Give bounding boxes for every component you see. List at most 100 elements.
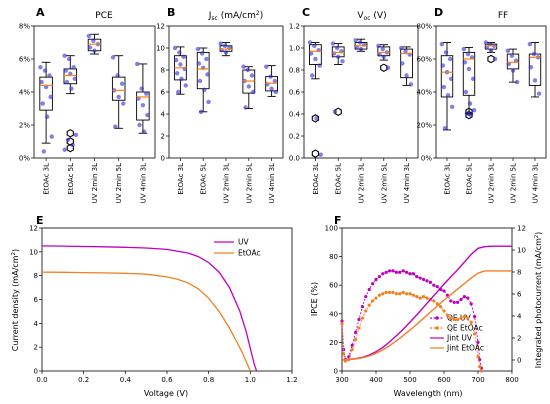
series-line-uv [41,245,258,372]
series-marker [466,316,470,320]
x-tick-label: 0.2 [78,376,89,384]
data-point [439,41,445,47]
data-point [172,45,178,51]
data-point [467,101,473,106]
data-point [72,76,78,82]
data-point [312,43,317,48]
x-tick-label: 1.2 [286,376,297,384]
x-tick-label: UV 2min 3L [488,163,496,203]
data-point [137,122,142,128]
legend-marker [435,326,439,330]
x-tick-label: UV 4min 3L [139,163,147,203]
y-tick-label: 10 [29,248,38,256]
data-point [377,52,382,57]
series-marker [449,299,453,303]
series-marker [452,300,456,304]
data-point [463,89,469,95]
x-tick-label: 800 [505,376,518,384]
panel-e: 0.0 0.2 0.4 0.6 0.8 1.0 1.2 0 2 4 6 8 10 12 UV EtOAc [29,225,297,385]
data-point [269,86,274,91]
f-ylabel: IPCE (%) [310,282,319,316]
data-point [318,152,323,157]
series-marker [473,332,477,336]
series-marker [459,316,463,320]
data-point [307,40,313,45]
x-tick-label: 500 [403,376,416,384]
data-point [145,112,150,118]
series-marker [391,290,395,294]
x-tick-label: UV 4min 3L [532,163,540,203]
y2-tick-label: 2 [517,335,521,343]
series-marker [391,269,395,273]
series-marker [456,317,460,322]
data-point [505,48,511,53]
legend-marker [435,316,439,320]
data-point [330,41,336,46]
series-marker [452,317,456,322]
y-tick-label: 8% [19,23,30,31]
panel-letter-d: D [434,6,443,19]
f-y2label: Integrated photocurrent (mA/cm2) [534,232,543,369]
data-point [64,79,70,85]
y-tick-label: 1.0 [289,45,300,53]
series-marker [462,315,466,319]
data-point [245,67,250,73]
x-tick-label: EtOAc 3L [43,163,51,195]
y-tick-label: 2% [19,122,30,130]
data-point [205,72,210,77]
panel-c: 0.0 0.2 0.4 0.6 0.8 1.0 1.2 EtOAc 3L EtOAc 5L UV … [289,23,419,203]
data-point [41,149,47,154]
data-point [73,132,79,138]
plots-layer: 0% 2% 4% 6% 8% EtOAc 3L EtOAc 5L UV 2min 3L UV 2… [19,23,547,385]
y2-tick-label: 10 [517,247,526,255]
y-tick-label: 80% [416,23,432,31]
panel-f: 300 400 500 600 700 800 0 20 40 60 80 100 0 2 4 6 8 10 12 Q… [325,225,526,385]
series-line-etoac [41,271,251,372]
e-xlabel: Voltage (V) [144,389,188,398]
y2-tick-label: 12 [517,225,526,233]
data-point [471,107,477,113]
data-point [177,50,182,55]
panel-letter-b: B [167,6,175,19]
data-point [48,94,53,100]
data-point [468,112,474,118]
data-point [492,56,498,62]
y2-tick-label: 4 [517,313,522,321]
series-marker [357,317,361,322]
panel-title-d: FF [498,11,508,21]
series-marker [354,330,358,334]
y-tick-label: 0 [34,368,38,376]
series-marker [478,357,482,362]
series-marker [432,299,436,303]
box [440,55,454,98]
data-point [353,38,358,43]
data-point [140,103,146,108]
panel-title-b: Jsc (mA/cm2) [208,10,263,22]
series-marker [384,290,388,294]
x-tick-label: 700 [471,376,484,384]
y-tick-label: 40% [416,89,432,97]
data-point [385,65,391,71]
data-point [400,61,405,66]
data-point [86,33,92,39]
panel-title-a: PCE [95,11,113,21]
data-point [195,46,201,52]
data-point [528,65,534,70]
data-point [204,56,209,62]
panel-b: 0 2 4 6 8 10 12 EtOAc 3L EtOAc 5L UV 2min 3L UV 2m… [156,23,284,203]
x-tick-label: UV 2min 5L [245,163,253,203]
series-line-jint-etoac [341,270,512,361]
data-point [243,105,248,110]
data-point [449,104,455,110]
series-marker [439,305,443,309]
panel-d: 0% 20% 40% 60% 80% EtOAc 3L EtOAc 5L UV 2min 3L… [416,23,547,203]
x-tick-label: 400 [369,376,382,384]
series-marker [449,316,453,320]
series-marker [350,347,354,352]
series-marker [476,355,480,359]
legend-label: Jint UV [446,334,473,343]
y-tick-label: 10 [156,45,165,53]
data-point [91,38,96,44]
x-tick-label: EtOAc 3L [444,163,452,195]
series-marker [415,275,419,279]
